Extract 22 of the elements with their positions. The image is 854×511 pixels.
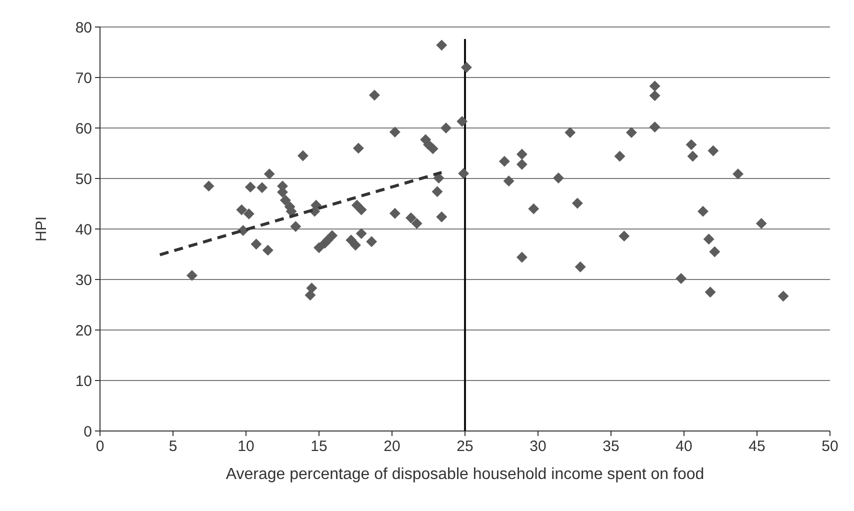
x-tick-label: 20 <box>384 438 400 455</box>
x-tick-label: 30 <box>530 438 546 455</box>
x-tick-label: 40 <box>676 438 692 455</box>
y-tick-label: 60 <box>75 120 92 138</box>
x-tick-label: 45 <box>748 438 766 455</box>
y-tick-label: 70 <box>75 70 92 87</box>
x-tick-label: 50 <box>822 438 838 455</box>
y-tick-label: 10 <box>75 372 92 390</box>
x-tick-label: 0 <box>96 438 104 455</box>
x-tick-label: 15 <box>310 438 328 455</box>
x-tick-label: 25 <box>456 438 474 455</box>
y-tick-label: 0 <box>84 423 92 440</box>
y-tick-label: 40 <box>75 221 92 238</box>
y-tick-label: 50 <box>75 170 92 188</box>
x-tick-label: 10 <box>238 438 254 455</box>
x-tick-label: 35 <box>602 438 620 455</box>
y-tick-label: 20 <box>75 322 92 340</box>
x-axis-title: Average percentage of disposable household income spent on food <box>226 466 704 483</box>
x-tick-label: 5 <box>168 438 178 455</box>
y-tick-label: 30 <box>75 272 92 289</box>
y-axis-title: HPI <box>33 216 50 242</box>
y-tick-label: 80 <box>75 19 92 36</box>
